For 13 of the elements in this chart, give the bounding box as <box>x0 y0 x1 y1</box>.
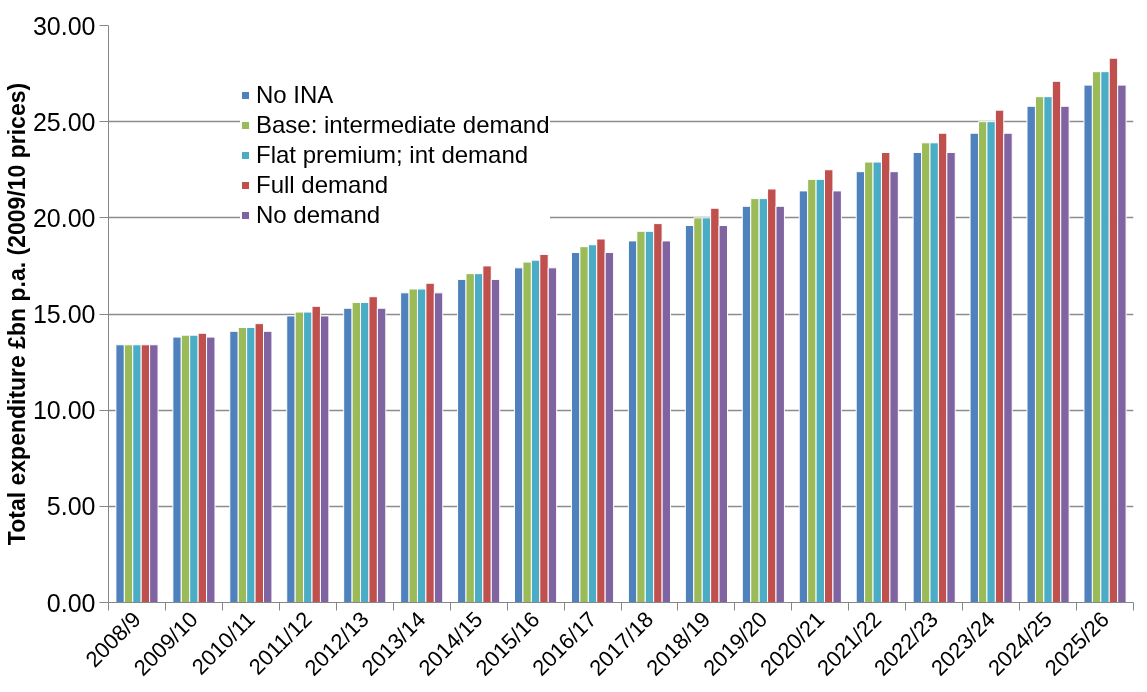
y-tick-label: 0.00 <box>46 588 96 617</box>
y-axis-title: Total expenditure £bn p.a. (2009/10 prices) <box>3 82 30 546</box>
y-tick-label: 15.00 <box>32 300 96 328</box>
y-tick-label: 25.00 <box>32 107 96 136</box>
legend-label: No INA <box>256 80 334 110</box>
legend-label: Flat premium; int demand <box>256 140 529 170</box>
y-tick-label: 10.00 <box>32 396 96 425</box>
y-tick-label: 30.00 <box>32 11 96 40</box>
y-tick-label: 20.00 <box>32 203 96 232</box>
legend-label: Base: intermediate demand <box>256 110 550 140</box>
y-tick-label: 5.00 <box>46 492 96 521</box>
legend-label: No demand <box>256 200 381 230</box>
legend-label: Full demand <box>256 170 389 200</box>
